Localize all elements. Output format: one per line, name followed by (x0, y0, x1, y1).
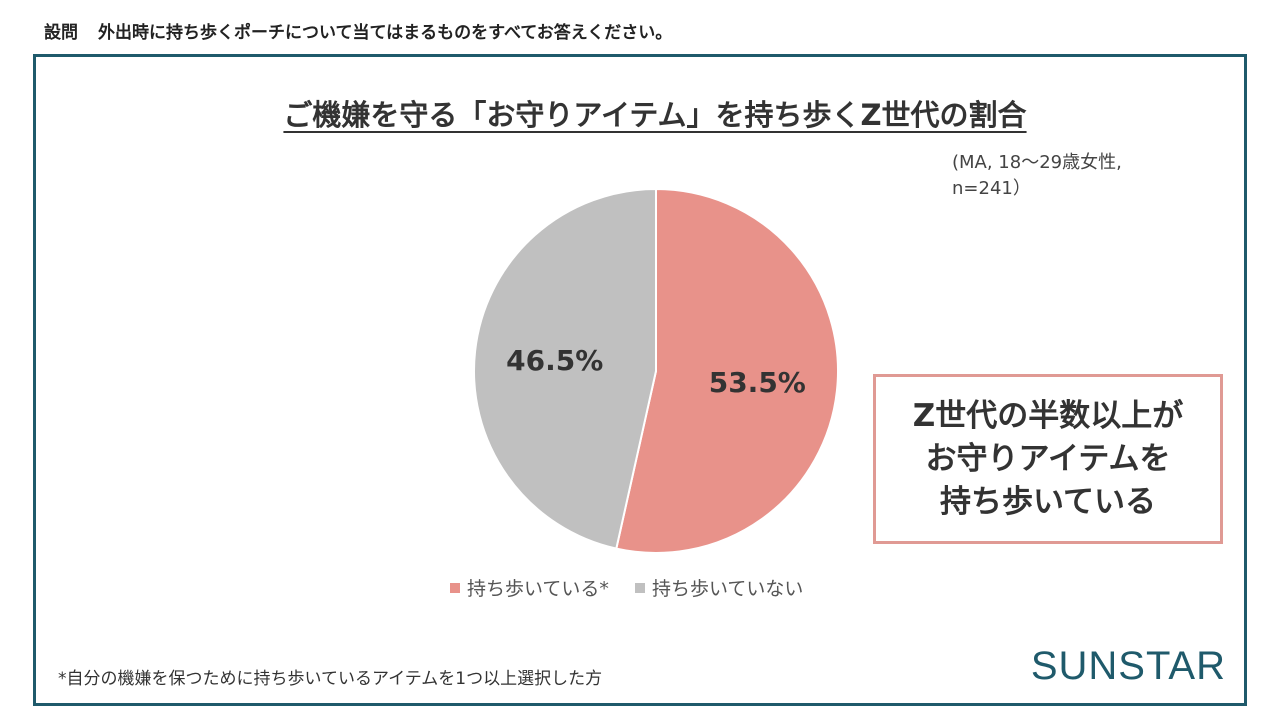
callout-box: Z世代の半数以上が お守りアイテムを 持ち歩いている (873, 374, 1223, 544)
legend-label-not-carry: 持ち歩いていない (651, 578, 804, 600)
question-prefix: 設問 (44, 23, 78, 43)
sample-note-line-2: n=241） (952, 178, 1031, 199)
chart-title: ご機嫌を守る「お守りアイテム」を持ち歩くZ世代の割合 (0, 92, 1280, 134)
sample-note: (MA, 18～29歳女性, n=241） (952, 150, 1192, 202)
footnote: *自分の機嫌を保つために持ち歩いているアイテムを1つ以上選択した方 (58, 669, 603, 689)
pie-slice-not-carry (473, 187, 657, 550)
pie-slice-carry (615, 187, 839, 554)
chart-title-text: ご機嫌を守る「お守りアイテム」を持ち歩くZ世代の割合 (283, 98, 1027, 132)
legend-label-carry: 持ち歩いている* (467, 578, 609, 600)
legend-swatch-carry (450, 582, 460, 593)
legend-item-not-carry: 持ち歩いていない (634, 574, 804, 601)
pie-label-not-carry: 46.5% (506, 344, 603, 377)
question-text: 設問 外出時に持ち歩くポーチについて当てはまるものをすべてお答えください。 (44, 18, 1244, 43)
callout-line-2: お守りアイテムを (925, 440, 1171, 477)
slide-frame (33, 54, 1247, 706)
legend-item-carry: 持ち歩いている* (450, 574, 609, 601)
callout-line-3: 持ち歩いている (939, 483, 1157, 520)
callout-line-1: Z世代の半数以上が (912, 397, 1184, 434)
legend-swatch-not-carry (634, 582, 645, 593)
pie-chart: 53.5% 46.5% (473, 187, 839, 554)
sample-note-line-1: (MA, 18～29歳女性, (952, 152, 1122, 173)
sunstar-logo: SUNSTAR (1030, 644, 1226, 688)
pie-label-carry: 53.5% (709, 366, 806, 399)
chart-legend: 持ち歩いている* 持ち歩いていない (450, 574, 870, 601)
question-body: 外出時に持ち歩くポーチについて当てはまるものをすべてお答えください。 (98, 23, 673, 43)
